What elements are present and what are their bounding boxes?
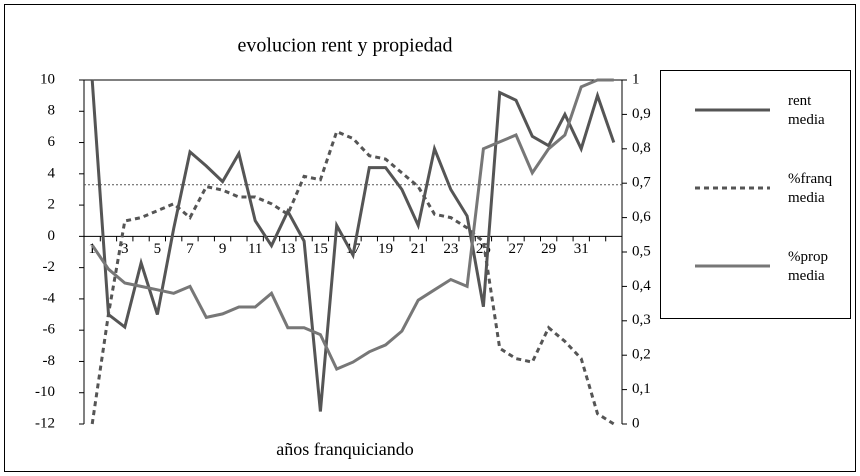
chart-title: evolucion rent y propiedad (238, 35, 453, 57)
legend-label: rent media (788, 93, 825, 128)
y2-tick-label: 0,6 (632, 209, 651, 225)
legend-box (660, 70, 851, 319)
x-tick-label: 29 (541, 241, 556, 257)
y-tick-label: 8 (48, 103, 56, 119)
y-tick-label: 6 (48, 134, 56, 150)
x-tick-label: 9 (219, 241, 227, 257)
x-tick-label: 19 (378, 241, 393, 257)
x-tick-label: 11 (248, 241, 262, 257)
y2-tick-label: 0,1 (632, 381, 651, 397)
y2-tick-label: 0,3 (632, 312, 651, 328)
x-tick-label: 7 (186, 241, 194, 257)
x-tick-label: 15 (313, 241, 328, 257)
y-tick-label: 0 (48, 228, 56, 244)
series-line (90, 129, 615, 426)
y2-tick-label: 0,7 (632, 175, 651, 191)
x-tick-label: 31 (574, 241, 589, 257)
x-tick-label: 27 (509, 241, 525, 257)
y2-tick-label: 0 (632, 415, 640, 431)
x-tick-label: 13 (280, 241, 295, 257)
y2-tick-label: 0,5 (632, 243, 651, 259)
y2-tick-label: 0,8 (632, 140, 651, 156)
y2-tick-label: 0,9 (632, 106, 651, 122)
x-tick-label: 1 (88, 241, 96, 257)
x-tick-label: 23 (443, 241, 458, 257)
y-tick-label: -2 (43, 259, 56, 275)
y-tick-label: -12 (35, 415, 55, 431)
series-line (90, 79, 616, 412)
y2-tick-label: 0,4 (632, 278, 651, 294)
legend-label: %prop media (788, 249, 828, 284)
y-tick-label: -8 (43, 353, 56, 369)
y-tick-label: -10 (35, 384, 55, 400)
series-line (90, 78, 614, 371)
x-tick-label: 21 (411, 241, 426, 257)
x-axis-label: años franquiciando (276, 439, 413, 459)
y2-tick-label: 1 (632, 71, 640, 87)
y-tick-label: -6 (43, 322, 56, 338)
y-tick-label: 2 (48, 197, 56, 213)
legend-label: %franq media (788, 171, 833, 206)
x-tick-label: 3 (121, 241, 129, 257)
y-tick-label: -4 (43, 290, 56, 306)
y-tick-label: 10 (40, 71, 55, 87)
y2-tick-label: 0,2 (632, 347, 651, 363)
x-tick-label: 5 (154, 241, 162, 257)
y-tick-label: 4 (48, 165, 56, 181)
